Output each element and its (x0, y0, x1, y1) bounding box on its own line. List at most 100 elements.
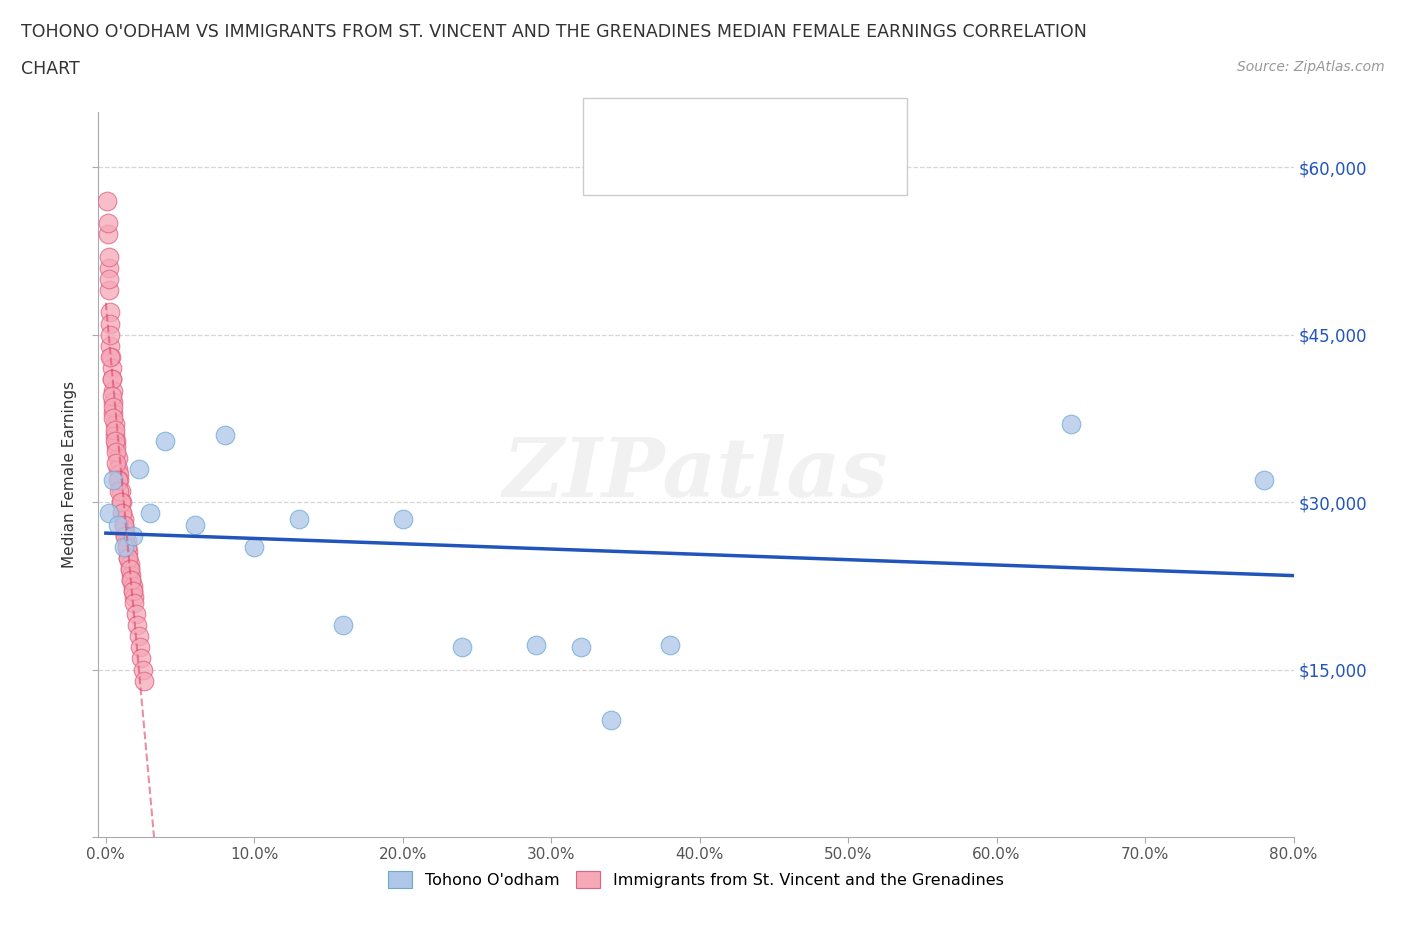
Point (121, 584, 143, 599)
Point (128, 461, 150, 476)
Point (97, 260, 120, 275)
Point (110, 484, 132, 498)
Point (451, 640, 474, 655)
Point (569, 640, 592, 655)
Point (110, 495, 132, 510)
Legend: Tohono O'odham, Immigrants from St. Vincent and the Grenadines: Tohono O'odham, Immigrants from St. Vinc… (382, 865, 1010, 895)
Point (105, 439, 128, 454)
Point (112, 539, 135, 554)
Point (120, 573, 142, 588)
Point (111, 495, 134, 510)
Point (122, 590, 145, 604)
Point (114, 523, 136, 538)
Point (129, 640, 152, 655)
Point (97, 216, 120, 231)
Point (107, 461, 129, 476)
Point (112, 517, 135, 532)
Point (98, 316, 121, 331)
Point (132, 662, 155, 677)
Point (122, 595, 145, 610)
Point (118, 562, 141, 577)
Point (96, 193, 118, 208)
Point (97, 283, 120, 298)
Point (107, 517, 129, 532)
Point (659, 638, 682, 653)
Point (111, 506, 134, 521)
Text: 72: 72 (803, 156, 825, 175)
Point (97, 272, 120, 286)
Point (97, 249, 120, 264)
Point (117, 551, 139, 565)
Text: ZIPatlas: ZIPatlas (503, 434, 889, 514)
Point (103, 405, 125, 420)
Point (121, 578, 143, 593)
Point (243, 539, 266, 554)
Point (97, 227, 120, 242)
Point (100, 350, 122, 365)
Point (288, 512, 311, 526)
Point (103, 472, 125, 487)
Point (101, 389, 124, 404)
Point (104, 428, 127, 443)
Point (101, 372, 124, 387)
Point (107, 472, 129, 487)
Point (118, 562, 141, 577)
Point (114, 528, 136, 543)
Text: R =: R = (654, 118, 689, 137)
Point (103, 411, 125, 426)
Point (117, 545, 139, 560)
Point (1253, 472, 1275, 487)
Text: -0.155: -0.155 (696, 156, 755, 175)
Point (121, 584, 143, 599)
Point (108, 472, 131, 487)
Bar (605, 113, 643, 142)
Point (134, 673, 156, 688)
Point (128, 629, 150, 644)
Point (98, 305, 121, 320)
Point (524, 638, 547, 653)
Point (105, 433, 128, 448)
Text: Source: ZipAtlas.com: Source: ZipAtlas.com (1237, 60, 1385, 74)
Point (332, 618, 354, 632)
Point (118, 556, 141, 571)
Point (115, 534, 138, 549)
Point (105, 456, 128, 471)
Text: 0.036: 0.036 (696, 118, 749, 137)
Point (1060, 417, 1083, 432)
Point (120, 567, 142, 582)
Point (184, 517, 207, 532)
Point (98, 327, 121, 342)
Point (107, 450, 129, 465)
Point (104, 417, 127, 432)
Text: 21: 21 (803, 118, 825, 137)
Point (114, 528, 136, 543)
Point (108, 484, 131, 498)
Point (117, 551, 139, 565)
Text: N =: N = (765, 156, 803, 175)
Y-axis label: Median Female Earnings: Median Female Earnings (62, 380, 77, 568)
Point (115, 539, 138, 554)
Point (155, 433, 177, 448)
Point (103, 394, 125, 409)
Text: R =: R = (654, 156, 689, 175)
Point (214, 428, 236, 443)
Point (97, 506, 120, 521)
Point (131, 651, 153, 666)
Point (120, 573, 142, 588)
Point (115, 539, 138, 554)
Text: N =: N = (765, 118, 803, 137)
Point (101, 361, 124, 376)
Point (121, 528, 143, 543)
Point (599, 712, 621, 727)
Point (98, 350, 121, 365)
Point (104, 433, 127, 448)
Point (125, 618, 148, 632)
Point (105, 445, 128, 459)
Point (101, 383, 124, 398)
Point (98, 339, 121, 353)
Point (112, 517, 135, 532)
Point (111, 506, 134, 521)
Point (124, 606, 146, 621)
Text: TOHONO O'ODHAM VS IMMIGRANTS FROM ST. VINCENT AND THE GRENADINES MEDIAN FEMALE E: TOHONO O'ODHAM VS IMMIGRANTS FROM ST. VI… (21, 23, 1087, 41)
Point (110, 495, 132, 510)
